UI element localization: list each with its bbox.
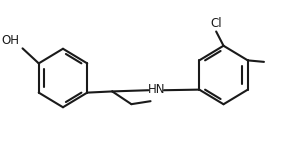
Text: HN: HN xyxy=(147,82,165,96)
Text: Cl: Cl xyxy=(210,17,222,30)
Text: OH: OH xyxy=(2,34,20,47)
